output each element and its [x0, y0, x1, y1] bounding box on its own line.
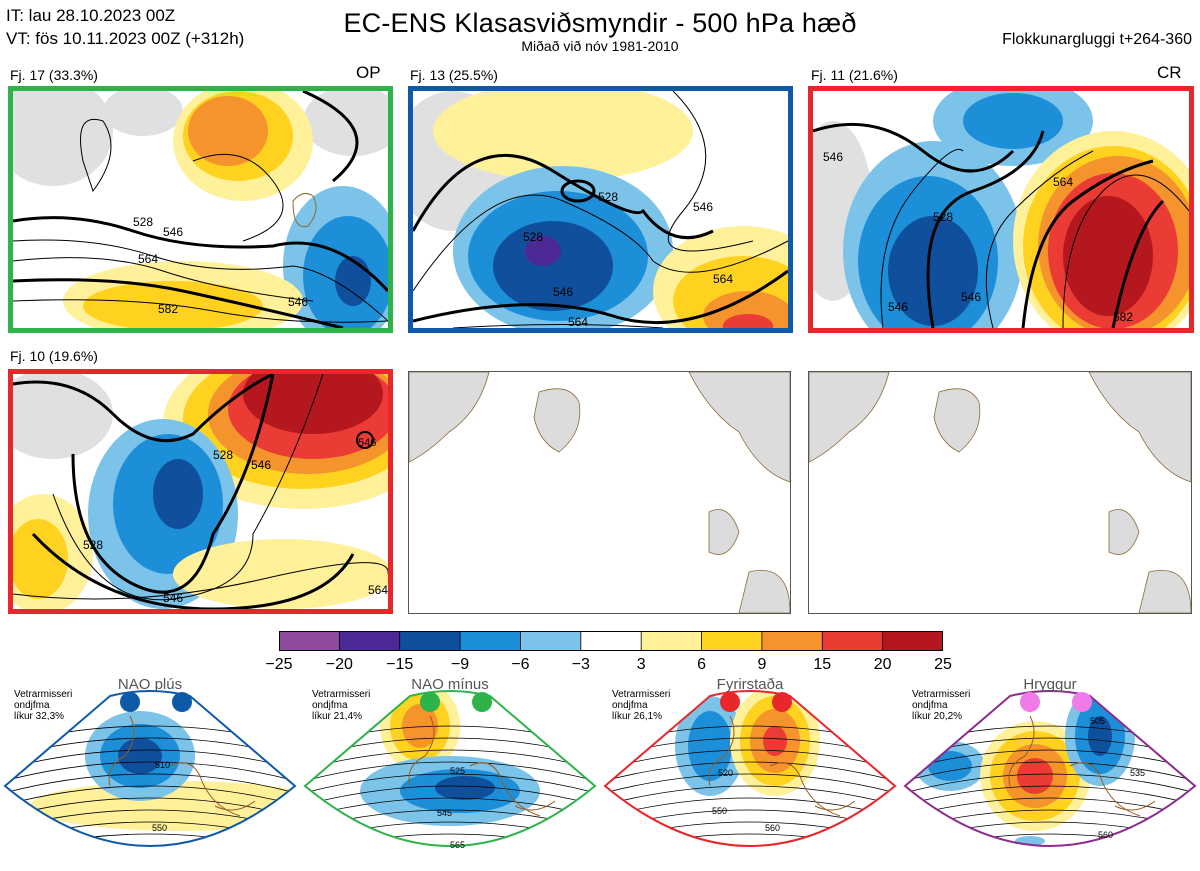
contour-label: 546	[823, 150, 843, 164]
regime-contour-label: 545	[437, 808, 452, 818]
regime-panel: 505 535 560 Hryggur Vetrarmisseri ondjfma líku…	[900, 676, 1200, 871]
colorbar-tick-label: 6	[697, 656, 706, 673]
contour-label: 546	[251, 458, 271, 472]
regime-title: NAO mínus	[411, 676, 489, 693]
cluster-3-tag: CR	[1157, 63, 1182, 82]
colorbar-swatch	[520, 631, 582, 651]
page-subtitle: Miðað við nóv 1981-2010	[521, 38, 679, 54]
colorbar-tick-label: −20	[325, 656, 353, 673]
colorbar-tick-label: 9	[757, 656, 767, 673]
colorbar	[279, 631, 943, 651]
cluster-3-label: Fj. 11 (21.6%)	[811, 67, 898, 83]
regime-contour-label: 565	[450, 840, 465, 850]
contour-label: 564	[568, 315, 588, 328]
regime-note: Vetrarmisseri ondjfma líkur 21,4%	[312, 689, 371, 722]
colorbar-tick-label: −25	[265, 656, 293, 673]
regime-contour-label: 510	[155, 760, 170, 770]
contour-label: 546	[888, 300, 908, 314]
contour-label: 564	[138, 252, 158, 266]
colorbar-swatch	[459, 631, 522, 651]
contour-label: 528	[523, 230, 543, 244]
contour-label: 546	[163, 225, 183, 239]
cluster-1-label: Fj. 17 (33.3%)	[10, 67, 98, 83]
colorbar-swatch	[640, 631, 703, 651]
regime-panel: 520 550 560 Fyrirstaða Vetrarmisseri ondjfma l…	[600, 676, 900, 871]
contour-label: 564	[1053, 175, 1073, 189]
colorbar-swatch	[279, 631, 341, 651]
cluster-map-3: 546 528 546 564 546 582	[808, 86, 1194, 333]
regime-contour-label: 560	[765, 823, 780, 833]
contour-label: 546	[288, 295, 308, 309]
cluster-2-label: Fj. 13 (25.5%)	[410, 67, 498, 83]
contour-label: 528	[933, 210, 953, 224]
regime-marker-dot	[1020, 692, 1040, 712]
colorbar-tick-label: −6	[511, 656, 530, 673]
regime-note: Vetrarmisseri ondjfma líkur 20,2%	[912, 689, 971, 722]
regime-title: NAO plús	[117, 676, 183, 693]
cluster-map-2: 528 528 546 564 564 546	[408, 86, 793, 333]
contour-label: 528	[213, 448, 233, 462]
regime-marker-dot	[720, 692, 740, 712]
colorbar-swatch	[399, 631, 461, 651]
colorbar-swatch	[882, 631, 943, 651]
colorbar-tick-label: −3	[571, 656, 590, 673]
contour-label: 564	[368, 583, 388, 597]
regime-marker-dot	[172, 692, 192, 712]
contour-label: 528	[133, 215, 153, 229]
valid-time: VT: fös 10.11.2023 00Z (+312h)	[6, 29, 245, 48]
colorbar-swatch	[338, 631, 401, 651]
cluster-1-tag: OP	[356, 63, 381, 82]
cluster-map-1: 528 546 564 582 546	[8, 86, 393, 333]
contour-label: 582	[158, 302, 178, 316]
regime-contour-label: 535	[1130, 768, 1145, 778]
regime-title: Fyrirstaða	[716, 676, 784, 693]
contour-label: 564	[713, 272, 733, 286]
regime-marker-dot	[472, 692, 492, 712]
regime-note: Vetrarmisseri ondjfma líkur 26,1%	[612, 689, 671, 722]
colorbar-tick-label: 20	[873, 656, 892, 673]
page-title: EC-ENS Klasasviðsmyndir - 500 hPa hæð	[343, 8, 857, 38]
regime-note: Vetrarmisseri ondjfma líkur 32,3%	[14, 689, 73, 722]
initial-time: IT: lau 28.10.2023 00Z	[6, 6, 176, 25]
cluster-map-4: 528 546 528 546 564 546	[8, 369, 393, 614]
empty-map-5	[408, 371, 791, 614]
regime-contour-label: 525	[450, 766, 465, 776]
contour-label: 546	[358, 437, 376, 449]
contour-label: 528	[598, 190, 618, 204]
colorbar-tick-label: −9	[450, 656, 470, 673]
colorbar-swatch	[821, 631, 884, 651]
contour-label: 546	[553, 285, 573, 299]
regime-contour-label: 505	[1090, 716, 1105, 726]
contour-label: 546	[163, 591, 183, 605]
empty-map-6	[808, 371, 1192, 614]
cluster-4-label: Fj. 10 (19.6%)	[10, 348, 98, 364]
regime-contour-label: 520	[718, 768, 733, 778]
contour-label: 528	[83, 538, 103, 552]
colorbar-swatch	[701, 631, 763, 651]
colorbar-tick-label: 25	[934, 656, 952, 673]
regime-title: Hryggur	[1023, 676, 1077, 693]
regime-marker-dot	[120, 692, 140, 712]
regime-marker-dot	[1072, 692, 1092, 712]
colorbar-swatch	[580, 631, 643, 651]
regime-contour-label: 550	[712, 806, 727, 816]
colorbar-tick-label: −15	[386, 656, 414, 673]
colorbar-swatch	[761, 631, 824, 651]
colorbar-tick-label: 15	[813, 656, 832, 673]
regime-panel: 525 545 565 NAO mínus Vetrarmisseri ondjfma lí…	[300, 676, 600, 871]
classification-window: Flokkunargluggi t+264-360	[1002, 31, 1192, 48]
regime-marker-dot	[772, 692, 792, 712]
regime-contour-label: 550	[152, 823, 167, 833]
regime-panel: 510 550 NAO plús Vetrarmisseri ondjfma líkur …	[0, 676, 300, 871]
contour-label: 546	[693, 200, 713, 214]
regime-marker-dot	[420, 692, 440, 712]
contour-label: 582	[1113, 310, 1133, 324]
regime-contour-label: 560	[1098, 830, 1113, 840]
contour-label: 546	[961, 290, 981, 304]
colorbar-tick-label: 3	[636, 656, 646, 673]
header-dates: IT: lau 28.10.2023 00Z VT: fös 10.11.202…	[6, 4, 244, 50]
